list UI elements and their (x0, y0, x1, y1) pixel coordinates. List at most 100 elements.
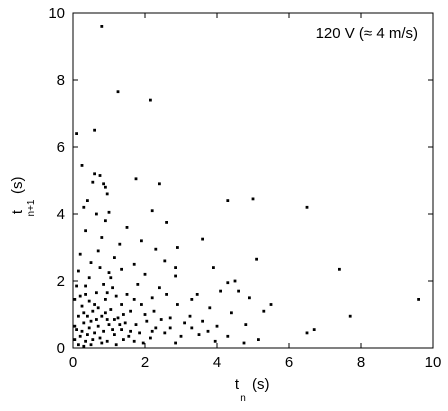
data-point (102, 329, 105, 333)
data-point (75, 284, 78, 288)
chart-annotation: 120 V (≈ 4 m/s) (316, 25, 418, 42)
data-point (201, 237, 204, 241)
data-point (190, 298, 194, 301)
data-point (150, 296, 154, 300)
data-point (87, 299, 91, 303)
data-point (132, 298, 136, 301)
data-point (125, 226, 129, 229)
data-point (140, 239, 143, 243)
y-tick-label: 4 (57, 206, 65, 223)
data-point (80, 164, 84, 167)
data-point (78, 294, 82, 298)
data-point (91, 180, 95, 184)
data-point (77, 314, 80, 318)
data-point (73, 338, 77, 341)
axis-ticks: 0 2 4 6 8 10 0 2 4 6 8 10 (48, 5, 441, 371)
data-point (134, 323, 138, 326)
data-point (111, 328, 114, 331)
data-point (107, 271, 111, 274)
data-point (152, 309, 156, 313)
x-tick-label: 10 (425, 354, 442, 371)
data-point (242, 341, 246, 345)
data-point (269, 303, 273, 306)
data-point (120, 328, 123, 331)
x-tick-label: 6 (285, 354, 293, 371)
x-axis-label-base: t (235, 376, 240, 393)
data-point (95, 212, 98, 216)
data-point (114, 343, 118, 347)
data-point (98, 336, 102, 340)
data-point (75, 328, 78, 331)
data-point (145, 319, 149, 323)
data-point (100, 341, 104, 345)
data-point (91, 338, 95, 341)
data-point (305, 205, 309, 209)
data-point (150, 329, 154, 333)
data-point (163, 259, 167, 263)
data-point (129, 329, 132, 333)
data-point (174, 274, 177, 278)
data-point (338, 267, 341, 271)
data-point (122, 313, 125, 316)
data-point (262, 309, 266, 313)
data-point (96, 249, 100, 253)
data-point (150, 209, 154, 213)
data-point (251, 197, 255, 201)
data-point (201, 319, 204, 323)
data-point (125, 293, 129, 296)
x-tick-label: 8 (357, 354, 365, 371)
data-point (158, 286, 161, 290)
data-point (138, 331, 141, 335)
data-point (86, 314, 89, 318)
data-point (143, 313, 147, 316)
data-point (206, 329, 210, 333)
data-point (230, 311, 233, 315)
data-point (118, 242, 122, 246)
data-point (168, 326, 172, 330)
data-point (105, 339, 109, 343)
data-point (77, 343, 80, 347)
data-point (104, 219, 107, 223)
x-axis-label-unit: (s) (252, 376, 270, 393)
data-point (73, 298, 77, 301)
data-point (80, 329, 84, 333)
data-point (105, 291, 109, 295)
data-point (149, 98, 152, 102)
data-point (100, 314, 104, 318)
data-point (149, 336, 152, 340)
data-point (176, 246, 179, 249)
data-point (84, 229, 87, 233)
data-point (116, 90, 120, 94)
data-point (104, 185, 107, 189)
x-tick-label: 0 (69, 354, 77, 371)
data-point (73, 324, 77, 328)
data-point (100, 236, 104, 239)
data-point (244, 323, 248, 326)
data-point (82, 205, 86, 209)
data-point (78, 252, 82, 256)
data-point (96, 324, 100, 328)
data-point (89, 319, 93, 323)
data-point (154, 247, 158, 251)
y-tick-label: 0 (57, 340, 65, 357)
data-point (107, 210, 111, 214)
data-point (93, 303, 96, 306)
data-point (168, 316, 172, 320)
data-point (136, 283, 140, 286)
data-point (84, 284, 87, 288)
data-point (95, 291, 98, 295)
data-point (132, 262, 136, 266)
data-point (197, 333, 201, 336)
data-point (93, 172, 96, 176)
data-point (190, 326, 194, 330)
data-point (154, 326, 158, 330)
data-point (159, 318, 163, 321)
data-point (255, 257, 258, 261)
data-point (305, 331, 309, 335)
data-point (105, 318, 109, 321)
data-point (127, 334, 131, 338)
data-point (132, 339, 136, 343)
data-point (82, 344, 86, 348)
data-point (107, 323, 111, 326)
data-point (84, 339, 87, 343)
